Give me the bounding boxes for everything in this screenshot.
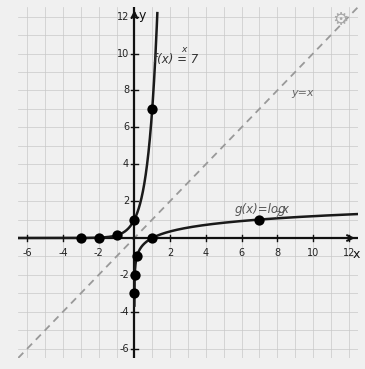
Point: [149, 235, 155, 241]
Text: x: x: [182, 45, 187, 54]
Text: 2: 2: [123, 196, 129, 206]
Text: -6: -6: [22, 248, 32, 258]
Text: g(x)=log: g(x)=log: [234, 203, 286, 216]
Point: [257, 217, 262, 223]
Text: 10: 10: [117, 48, 129, 59]
Text: -2: -2: [94, 248, 104, 258]
Point: [131, 290, 137, 296]
Point: [131, 217, 137, 223]
Text: 8: 8: [274, 248, 280, 258]
Text: 8: 8: [123, 85, 129, 96]
Text: ⚙: ⚙: [332, 11, 348, 29]
Point: [96, 235, 101, 241]
Text: y=x: y=x: [292, 88, 314, 98]
Point: [149, 106, 155, 112]
Text: x: x: [352, 248, 360, 261]
Text: 4: 4: [123, 159, 129, 169]
Text: y: y: [139, 9, 146, 22]
Point: [134, 254, 140, 259]
Text: x: x: [282, 203, 289, 216]
Point: [114, 232, 119, 238]
Text: -2: -2: [119, 270, 129, 280]
Text: -6: -6: [119, 344, 129, 354]
Text: -4: -4: [58, 248, 68, 258]
Text: 7: 7: [274, 211, 280, 220]
Text: 4: 4: [203, 248, 209, 258]
Text: -4: -4: [119, 307, 129, 317]
Text: 10: 10: [307, 248, 319, 258]
Text: 6: 6: [238, 248, 245, 258]
Point: [78, 235, 84, 241]
Text: 6: 6: [123, 122, 129, 132]
Text: 12: 12: [117, 11, 129, 22]
Text: f(x) = 7: f(x) = 7: [153, 53, 199, 66]
Point: [132, 272, 138, 278]
Text: 12: 12: [343, 248, 355, 258]
Text: 2: 2: [167, 248, 173, 258]
